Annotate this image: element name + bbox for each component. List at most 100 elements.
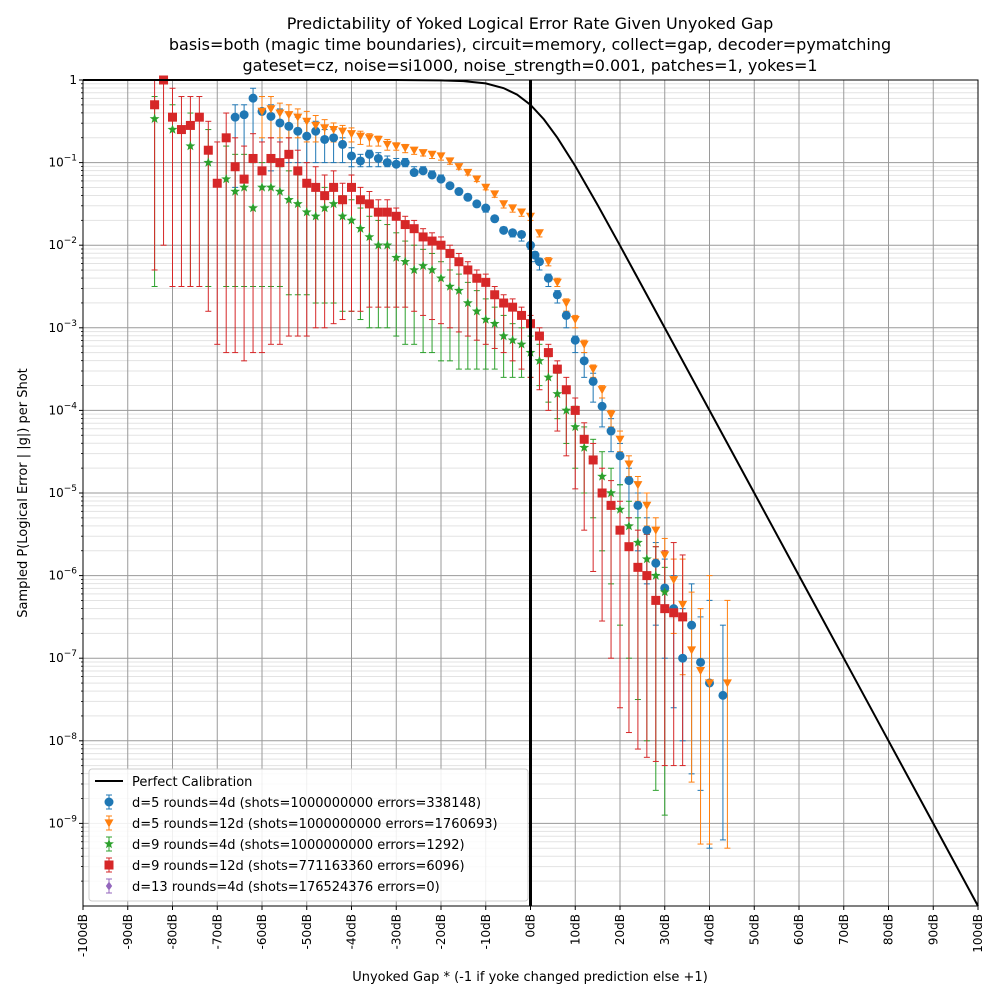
data-point: [481, 183, 491, 192]
data-point: [718, 690, 728, 700]
data-point: [221, 133, 231, 143]
data-point: [490, 290, 500, 300]
data-point: [400, 256, 411, 266]
data-point: [427, 264, 437, 275]
x-tick-label: 40dB: [703, 914, 717, 945]
data-point: [283, 194, 294, 204]
data-point: [579, 442, 590, 452]
data-point: [472, 199, 482, 209]
data-point: [427, 150, 437, 159]
data-point: [302, 178, 312, 188]
data-point: [445, 248, 455, 258]
data-point: [409, 224, 419, 234]
data-point: [498, 330, 509, 341]
x-tick-label: -80dB: [166, 914, 180, 949]
data-point: [588, 376, 598, 386]
data-point: [248, 153, 258, 163]
data-point: [508, 302, 518, 312]
data-point: [347, 182, 356, 192]
data-point: [615, 435, 625, 444]
legend: Perfect Calibration d=5 rounds=4d (shots=…: [88, 768, 529, 902]
data-point: [454, 163, 464, 172]
data-point: [391, 159, 401, 169]
data-point: [507, 335, 518, 345]
x-tick-label: 90dB: [926, 914, 940, 945]
x-tick-label: -30dB: [389, 914, 403, 949]
y-tick-label: 10−5: [48, 484, 77, 500]
data-point: [463, 168, 473, 178]
data-point: [570, 315, 580, 325]
data-point: [257, 107, 267, 116]
data-point: [364, 134, 374, 143]
data-point: [248, 93, 258, 103]
data-point: [517, 229, 527, 239]
data-point: [364, 149, 374, 159]
data-point: [382, 140, 392, 149]
y-tick-label: 10−9: [48, 814, 77, 830]
data-point: [570, 335, 580, 345]
data-point: [329, 133, 339, 143]
data-point: [624, 460, 634, 469]
data-point: [543, 348, 553, 358]
data-point: [391, 142, 401, 151]
data-point: [606, 410, 616, 420]
data-point: [579, 340, 589, 349]
data-point: [355, 195, 365, 205]
data-point: [588, 365, 598, 374]
data-point: [346, 215, 357, 225]
y-tick-label: 10−8: [48, 732, 77, 748]
data-point: [292, 198, 303, 209]
data-point: [320, 134, 330, 144]
data-point: [543, 273, 553, 283]
data-point: [597, 471, 608, 481]
data-point: [436, 174, 446, 184]
x-tick-label: 50dB: [747, 914, 761, 945]
data-point: [678, 600, 688, 610]
data-point: [669, 608, 679, 618]
x-tick-label: -40dB: [345, 914, 359, 949]
data-point: [436, 240, 446, 250]
data-point: [293, 126, 303, 136]
data-point: [355, 132, 365, 141]
data-point: [642, 525, 652, 535]
data-point: [642, 571, 652, 581]
x-tick-label: -10dB: [479, 914, 493, 949]
legend-swatch-marker: [104, 860, 114, 870]
data-point: [660, 604, 670, 614]
x-tick-label: -60dB: [255, 914, 269, 949]
data-point: [445, 181, 455, 191]
data-point: [552, 278, 562, 287]
data-point: [436, 152, 446, 161]
data-point: [530, 250, 540, 260]
data-point: [311, 121, 321, 130]
data-point: [347, 130, 356, 139]
data-point: [382, 240, 393, 250]
legend-label: d=13 rounds=4d (shots=176524376 errors=0…: [132, 880, 440, 895]
data-point: [552, 364, 562, 374]
data-point: [606, 500, 616, 510]
data-point: [462, 297, 473, 308]
data-point: [409, 264, 420, 275]
data-point: [266, 105, 276, 114]
data-point: [364, 231, 375, 242]
data-point: [239, 174, 249, 184]
data-point: [597, 386, 607, 395]
data-point: [293, 166, 303, 176]
y-axis-label: Sampled P(Logical Error | |g|) per Shot: [16, 368, 31, 618]
x-tick-label: 100dB: [971, 914, 985, 953]
data-point: [579, 434, 589, 444]
plot-area: [83, 75, 979, 907]
data-point: [687, 620, 697, 630]
data-point: [185, 120, 195, 130]
x-axis-label: Unyoked Gap * (-1 if yoke changed predic…: [352, 970, 708, 985]
chart-title-line-2: basis=both (magic time boundaries), circ…: [169, 35, 891, 54]
data-point: [275, 109, 285, 118]
data-point: [373, 207, 383, 217]
data-point: [517, 310, 527, 320]
legend-label: d=5 rounds=12d (shots=1000000000 errors=…: [132, 817, 498, 832]
series-4-markers: [150, 75, 688, 622]
data-point: [221, 173, 232, 184]
data-point: [302, 117, 312, 126]
data-point: [561, 299, 571, 308]
data-point: [167, 124, 178, 134]
